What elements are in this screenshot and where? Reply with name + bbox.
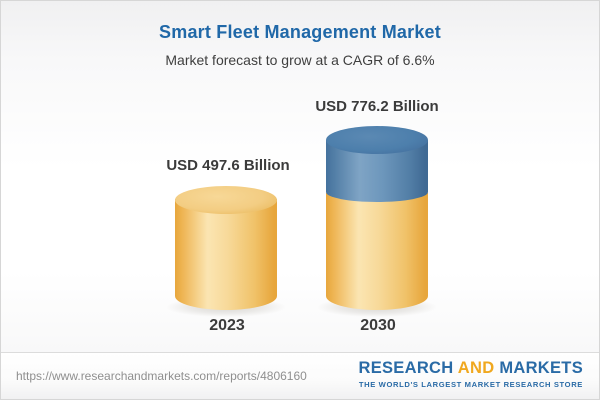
logo-word-and: AND (457, 359, 495, 377)
logo-word-markets: MARKETS (499, 359, 583, 377)
research-and-markets-logo[interactable]: RESEARCH AND MARKETS THE WORLD'S LARGEST… (358, 359, 583, 389)
chart-title: Smart Fleet Management Market (159, 22, 441, 42)
footer-bar: https://www.researchandmarkets.com/repor… (1, 352, 599, 399)
cylinder-cap-2023 (175, 186, 277, 214)
category-label-2030: 2030 (360, 317, 396, 334)
category-label-2023: 2023 (209, 317, 245, 334)
value-label-2030: USD 776.2 Billion (315, 98, 439, 115)
logo-word-research: RESEARCH (358, 359, 454, 377)
logo-wordmark: RESEARCH AND MARKETS (358, 359, 583, 378)
cylinder-body-2023 (175, 199, 277, 310)
cylinder-cap-2030 (326, 126, 428, 154)
logo-tagline: THE WORLD'S LARGEST MARKET RESEARCH STOR… (358, 380, 583, 389)
value-label-2023: USD 497.6 Billion (166, 157, 290, 174)
chart-header: Smart Fleet Management Market Market for… (1, 1, 599, 68)
source-url-link[interactable]: https://www.researchandmarkets.com/repor… (16, 369, 307, 383)
cylinder-base-segment-2030 (326, 193, 428, 310)
chart-subtitle: Market forecast to grow at a CAGR of 6.6… (165, 52, 435, 68)
